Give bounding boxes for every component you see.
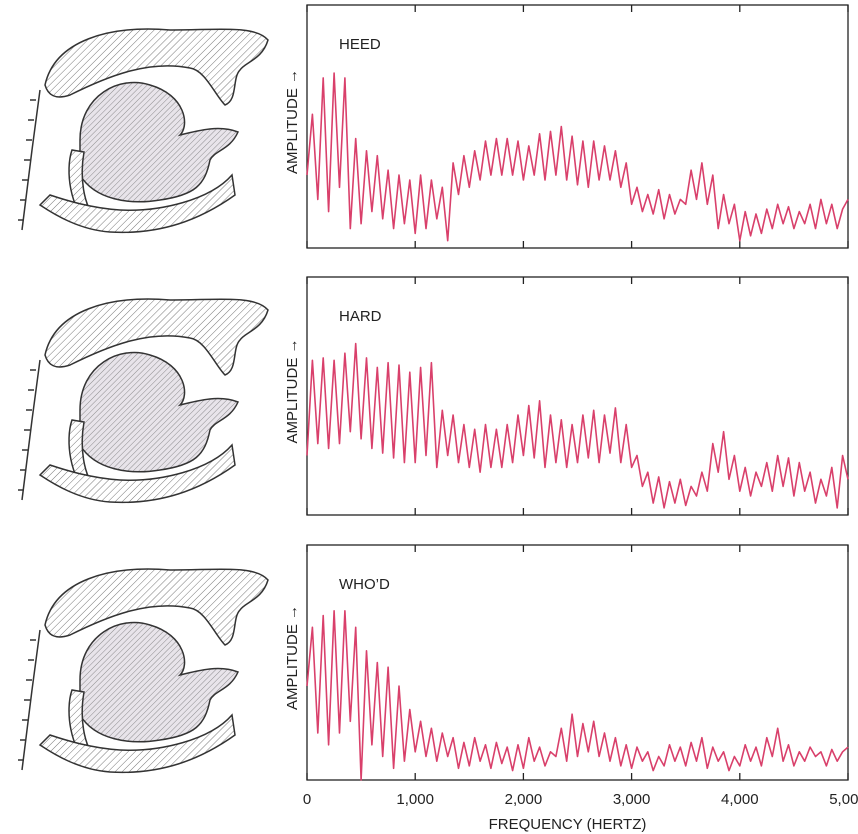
spectrum-line	[306, 610, 849, 781]
chart-title: HEED	[339, 36, 381, 53]
x-axis-label: FREQUENCY (HERTZ)	[489, 816, 647, 833]
y-axis-label: AMPLITUDE →	[284, 605, 301, 710]
plot-frame	[306, 276, 849, 516]
chart-title: WHO’D	[339, 576, 390, 593]
vocal-tract-drawing	[17, 298, 269, 504]
chart-title: HARD	[339, 308, 382, 325]
y-axis-label: AMPLITUDE →	[284, 338, 301, 443]
x-tick-label: 2,000	[505, 791, 543, 808]
x-tick-label: 5,000	[829, 791, 858, 808]
vocal-tract-drawing	[17, 28, 269, 234]
y-axis-label: AMPLITUDE →	[284, 69, 301, 174]
spectrum-line	[306, 72, 849, 242]
x-tick-label: 4,000	[721, 791, 759, 808]
x-tick-label: 3,000	[613, 791, 651, 808]
plot-frame	[306, 544, 849, 781]
x-tick-label: 0	[303, 791, 311, 808]
x-tick-label: 1,000	[396, 791, 434, 808]
plot-frame	[306, 4, 849, 249]
vocal-tract-drawing	[17, 568, 269, 774]
spectrum-line	[306, 342, 849, 509]
